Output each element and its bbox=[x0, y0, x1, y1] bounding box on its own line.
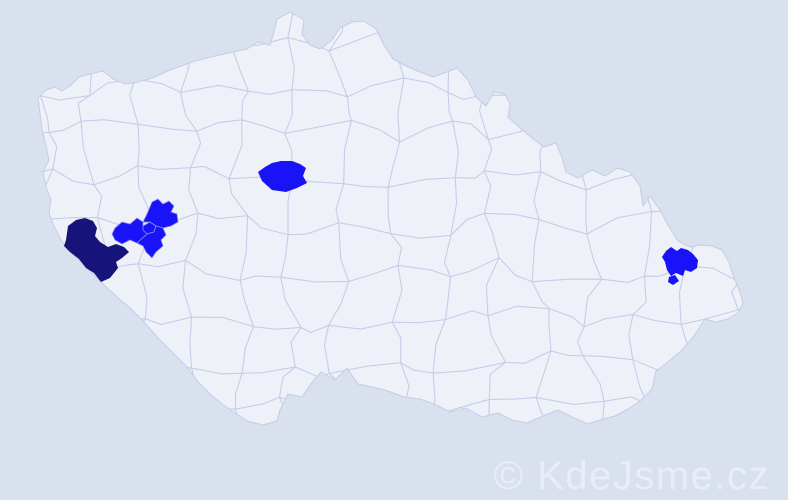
district-cell bbox=[731, 258, 743, 311]
district-cell bbox=[387, 177, 458, 239]
highlighted-district-northeast-main[interactable] bbox=[662, 247, 698, 276]
highlighted-district-central[interactable] bbox=[258, 161, 307, 192]
watermark-text: © KdeJsme.cz bbox=[494, 454, 770, 498]
country-outline bbox=[37, 11, 744, 426]
district-cell bbox=[137, 123, 202, 170]
highlighted-district-west-south[interactable] bbox=[136, 225, 167, 259]
district-cell bbox=[235, 396, 291, 425]
district-cell bbox=[488, 397, 552, 425]
highlighted-district-southwest-dark[interactable] bbox=[64, 218, 129, 282]
district-cell bbox=[391, 264, 452, 324]
district-cell bbox=[483, 170, 542, 221]
highlighted-regions-layer bbox=[64, 161, 698, 285]
highlighted-district-northeast-small[interactable] bbox=[668, 275, 679, 285]
district-cell bbox=[137, 260, 193, 325]
